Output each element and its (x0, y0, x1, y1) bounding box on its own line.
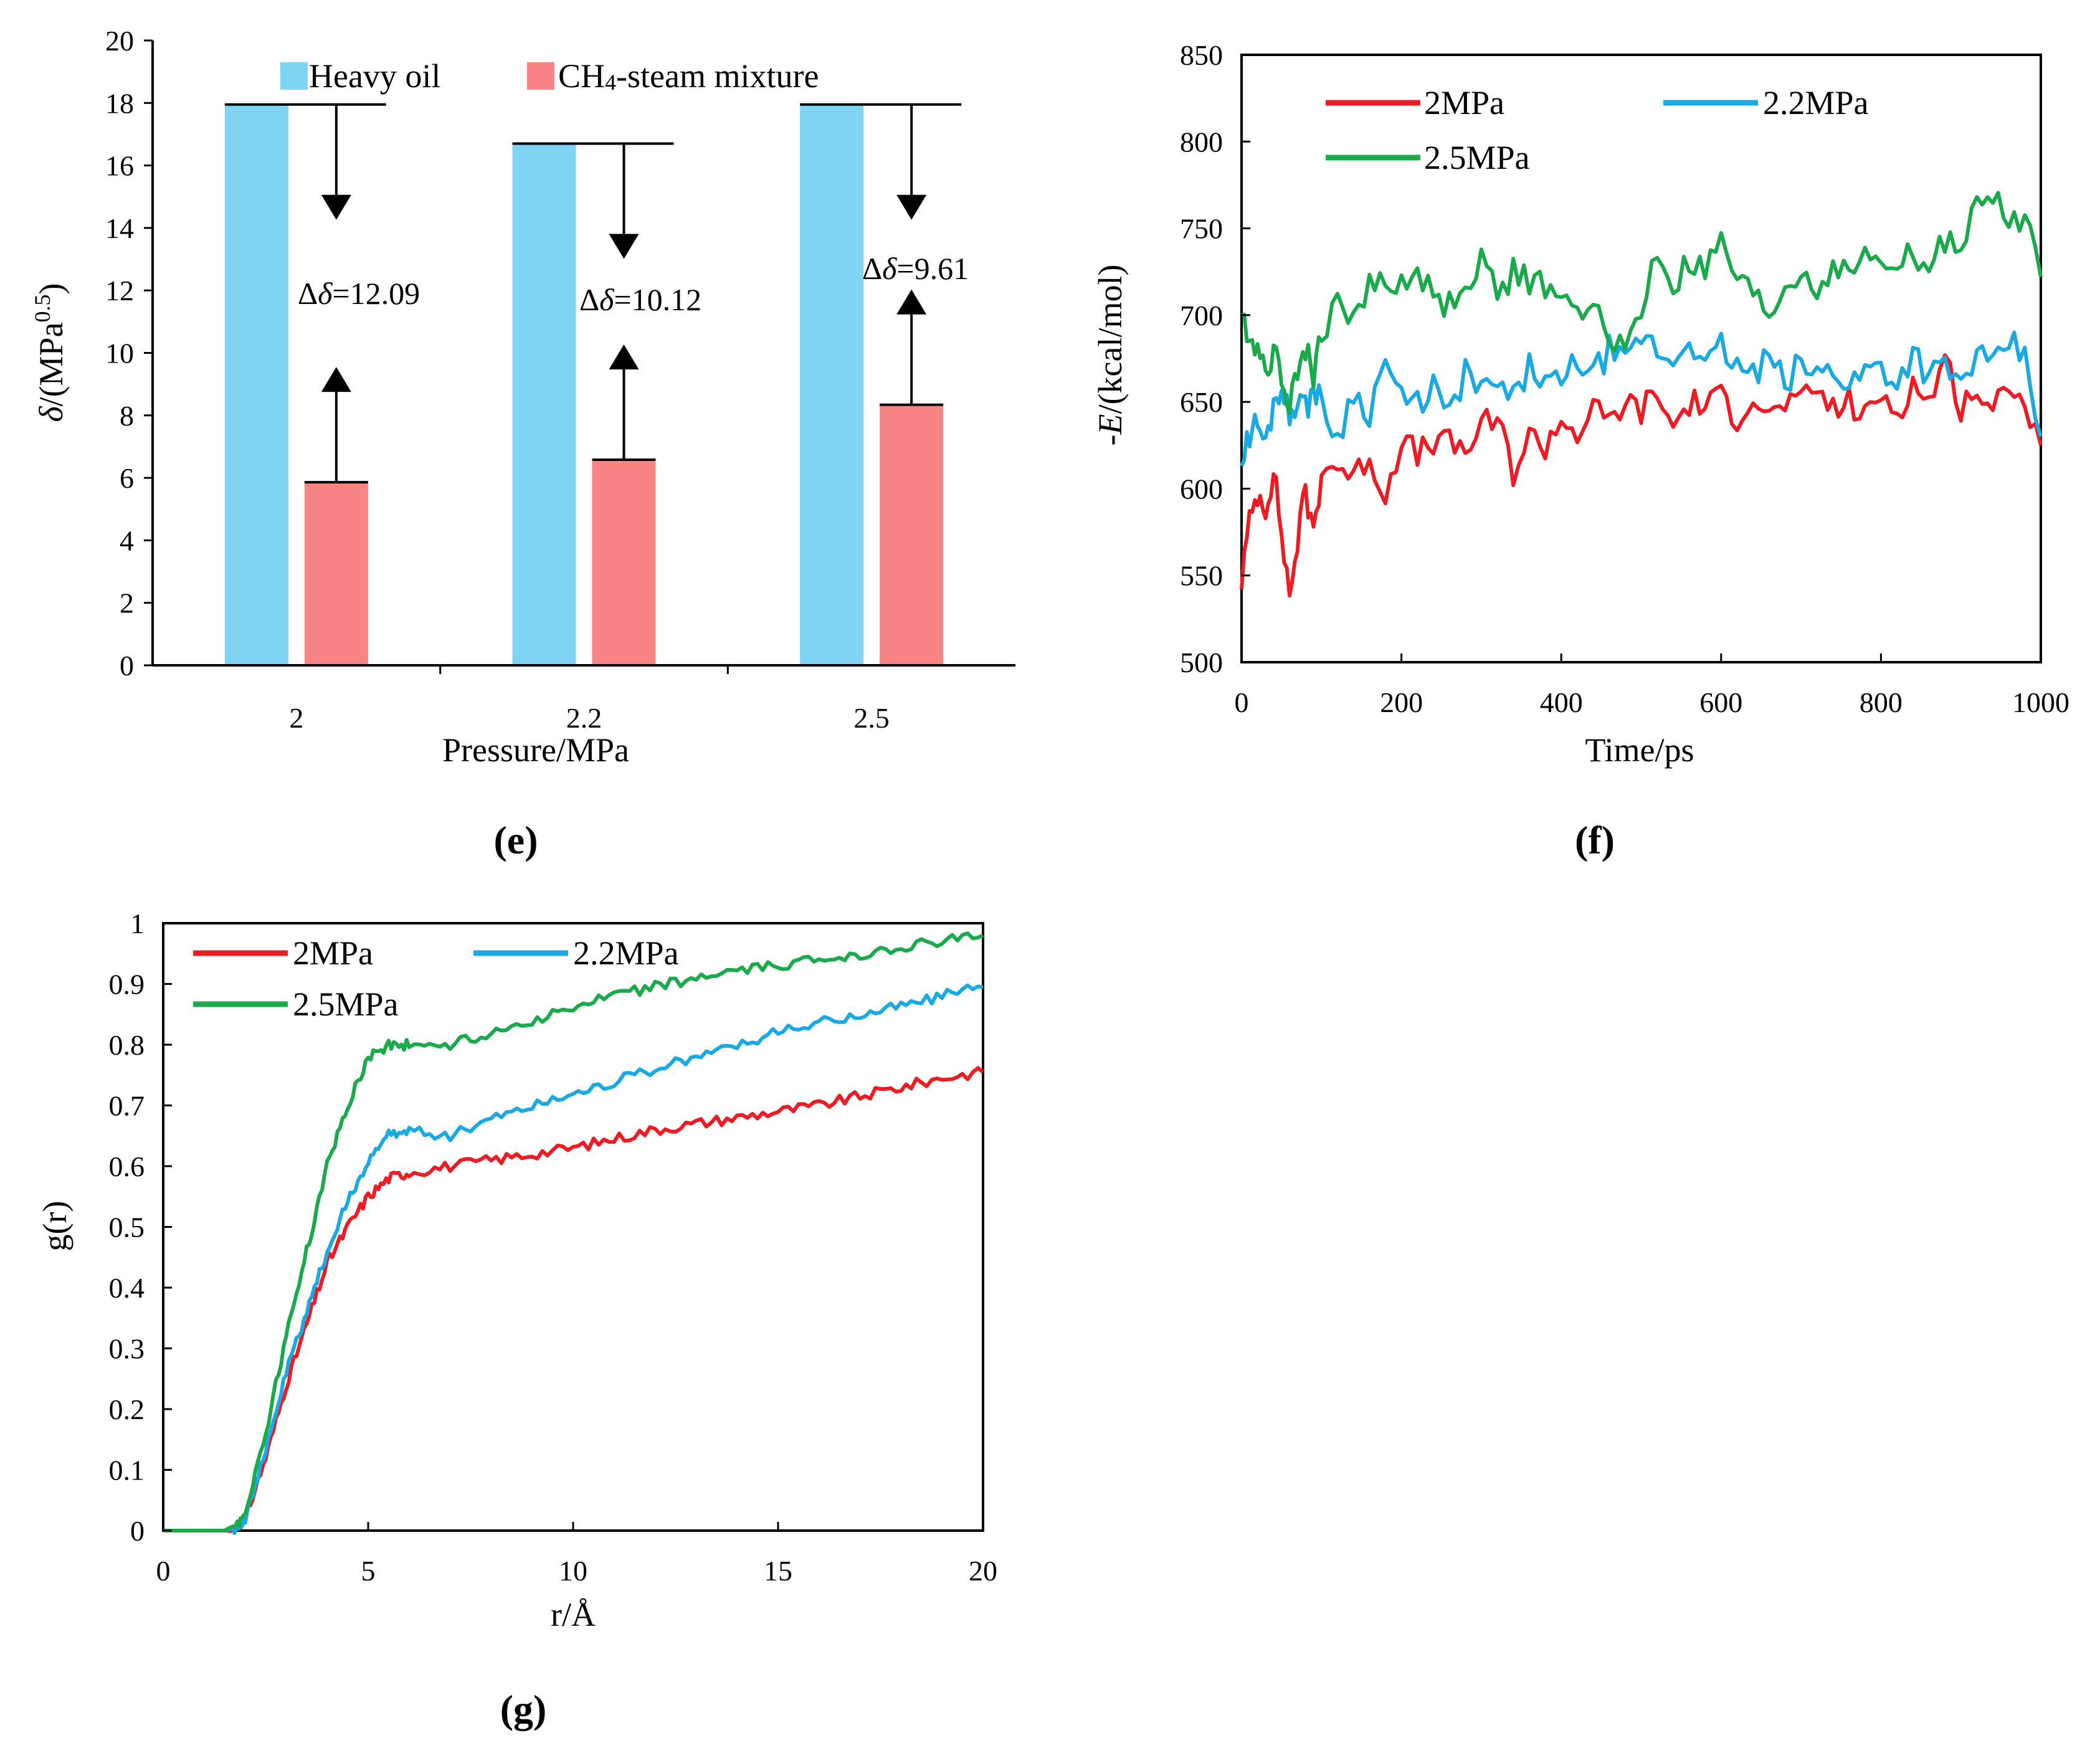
g-y-tick-label: 1 (130, 908, 145, 939)
f-legend-label-2-2mpa: 2.2MPa (1763, 84, 1869, 121)
panel-label-e: (e) (493, 818, 538, 862)
g-x-tick-label: 10 (559, 1555, 587, 1587)
e-arrow-up-head (609, 344, 639, 370)
g-x-tick-label: 15 (764, 1555, 792, 1587)
e-y-tick-label: 2 (120, 587, 134, 619)
g-x-tick-label: 5 (361, 1555, 376, 1587)
chart-g: 0 0.1 0.2 0.3 0.4 0.5 0.6 0.7 0.8 0.9 1 0 5 10 15 20 2… (36, 908, 997, 1731)
e-y-tick-label: 14 (105, 212, 134, 244)
e-legend-label-heavy-oil: Heavy oil (309, 57, 440, 95)
g-legend-label-2-5mpa: 2.5MPa (293, 986, 399, 1023)
f-x-axis-label: Time/ps (1585, 731, 1694, 769)
g-series-line-1 (163, 983, 984, 1536)
e-bar-heavy-oil (512, 143, 576, 665)
f-legend-label-2mpa: 2MPa (1424, 84, 1504, 121)
f-legend-label-2-5mpa: 2.5MPa (1424, 139, 1530, 176)
g-legend-label-2-2mpa: 2.2MPa (573, 934, 679, 972)
e-bar-ch4-steam (880, 404, 944, 665)
f-x-tick-label: 1000 (2012, 686, 2069, 718)
g-y-tick-label: 0.3 (109, 1333, 145, 1365)
e-bar-heavy-oil (800, 104, 864, 665)
g-y-tick-label: 0.5 (109, 1212, 145, 1243)
e-arrow-up-head (896, 289, 927, 315)
g-x-axis-label: r/Å (551, 1596, 596, 1633)
chart-e: 0 2 4 6 8 10 12 14 16 18 20 2 2.2 2.5 Heavy oil CH4-… (30, 25, 1015, 862)
e-arrow-up-head (321, 367, 351, 392)
g-y-axis-label: g(r) (36, 1201, 74, 1252)
f-y-tick-label: 850 (1180, 39, 1223, 71)
g-y-tick-label: 0 (130, 1515, 145, 1547)
e-y-tick-label: 12 (105, 275, 134, 306)
e-bar-ch4-steam (592, 460, 656, 665)
f-plot-frame (1240, 54, 2042, 663)
f-y-tick-label: 550 (1180, 560, 1223, 592)
e-arrow-down-head (609, 234, 639, 259)
e-x-tick-label: 2.2 (566, 702, 602, 734)
g-legend-label-2mpa: 2MPa (293, 934, 373, 972)
g-y-tick-label: 0.6 (109, 1151, 145, 1182)
f-y-tick-label: 500 (1180, 647, 1223, 678)
f-x-tick-label: 600 (1699, 686, 1742, 718)
f-y-tick-label: 600 (1180, 473, 1223, 505)
e-y-tick-label: 4 (120, 525, 134, 556)
f-y-tick-label: 750 (1180, 213, 1223, 245)
g-y-tick-label: 0.7 (109, 1090, 145, 1122)
g-x-tick-label: 20 (969, 1555, 997, 1587)
g-series-line-0 (163, 1066, 984, 1533)
e-annotation-2: Δδ=10.12 (579, 282, 701, 317)
e-y-tick-label: 10 (105, 338, 134, 369)
panel-label-f: (f) (1575, 818, 1615, 862)
g-x-tick-label: 0 (156, 1555, 171, 1587)
f-y-tick-label: 800 (1180, 126, 1223, 158)
e-y-tick-label: 20 (105, 25, 134, 57)
e-y-tick-label: 8 (120, 400, 134, 432)
f-x-tick-label: 0 (1235, 686, 1249, 718)
e-annotation-1: Δδ=12.09 (298, 276, 420, 311)
f-y-tick-label: 700 (1180, 300, 1223, 331)
e-y-tick-label: 18 (105, 87, 134, 119)
e-legend-swatch-ch4 (527, 62, 554, 90)
e-y-tick-label: 16 (105, 150, 134, 182)
f-x-tick-label: 200 (1380, 686, 1423, 718)
e-bar-heavy-oil (224, 104, 288, 665)
g-y-tick-label: 0.1 (109, 1455, 145, 1486)
e-x-tick-label: 2 (289, 702, 303, 734)
g-y-tick-label: 0.4 (109, 1272, 145, 1304)
e-y-tick-label: 0 (120, 650, 134, 682)
e-arrow-down-head (896, 194, 927, 220)
e-x-tick-label: 2.5 (853, 702, 890, 734)
f-x-tick-label: 800 (1860, 686, 1903, 718)
e-legend-swatch-heavy-oil (280, 62, 308, 90)
e-x-axis-label: Pressure/MPa (442, 731, 629, 769)
g-y-tick-label: 0.2 (109, 1394, 145, 1425)
e-annotation-3: Δδ=9.61 (862, 251, 969, 286)
chart-f: 500 550 600 650 700 750 800 850 0 200 400 600 800 10… (1091, 39, 2069, 862)
g-y-tick-label: 0.9 (109, 969, 145, 1000)
g-series-line-2 (163, 931, 984, 1532)
e-y-axis-label: δ/(MPa0.5) (30, 283, 70, 422)
g-y-tick-label: 0.8 (109, 1029, 145, 1061)
f-series-line-1 (1240, 330, 2043, 467)
e-legend-label-ch4: CH4-steam mixture (558, 57, 819, 95)
e-bar-ch4-steam (304, 482, 368, 665)
f-y-tick-label: 650 (1180, 386, 1223, 418)
f-series-line-2 (1241, 191, 2043, 416)
f-series-line-0 (1240, 353, 2043, 598)
panel-label-g: (g) (500, 1687, 547, 1731)
f-x-tick-label: 400 (1540, 686, 1583, 718)
f-y-axis-label: -E/(kcal/mol) (1091, 265, 1129, 446)
e-y-tick-label: 6 (120, 462, 134, 494)
e-arrow-down-head (321, 194, 351, 220)
g-plot-frame (162, 922, 984, 1532)
